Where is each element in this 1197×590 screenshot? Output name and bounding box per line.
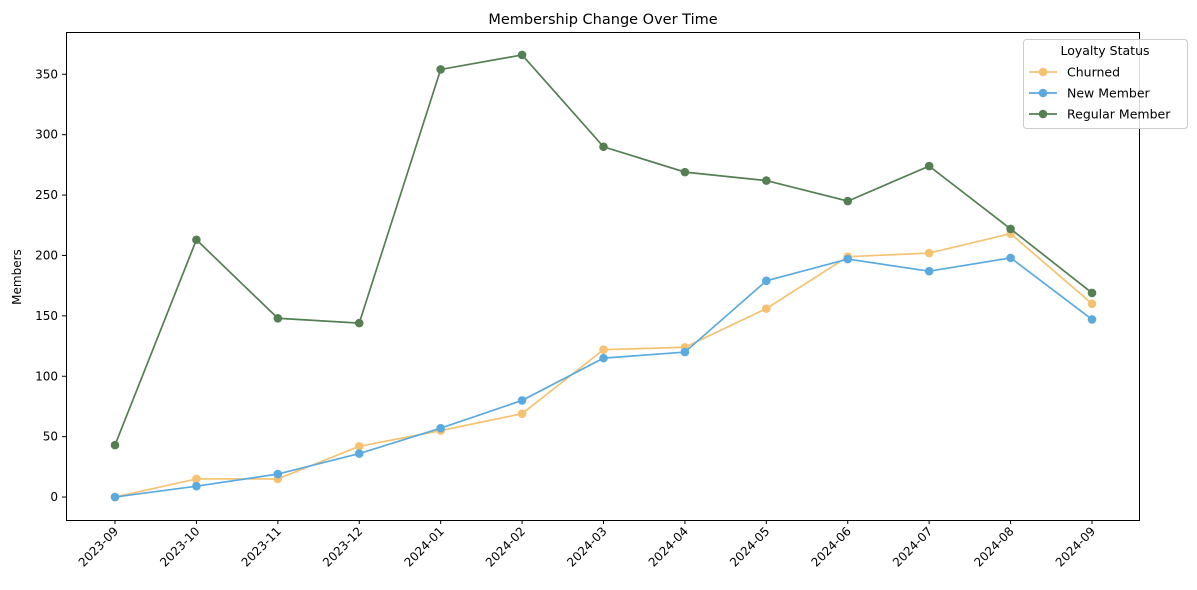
y-tick-label: 250: [35, 188, 58, 202]
data-point: [192, 481, 201, 491]
x-tick-label: 2024-03: [564, 524, 609, 569]
data-point: [517, 396, 527, 405]
x-tick-label: 2024-01: [401, 524, 446, 569]
y-tick-label: 300: [35, 128, 58, 142]
y-tick-label: 200: [35, 248, 58, 262]
y-tick-label: 50: [43, 430, 58, 444]
y-tick-label: 100: [35, 369, 58, 383]
legend-entry-label: New Member: [1067, 86, 1151, 101]
y-axis-label: Members: [10, 249, 24, 305]
data-point: [680, 167, 690, 177]
x-tick-label: 2024-06: [809, 524, 854, 569]
y-tick-label: 0: [50, 490, 58, 504]
x-tick-label: 2023-12: [320, 524, 365, 569]
data-point: [599, 345, 608, 354]
x-tick-label: 2024-05: [727, 524, 772, 569]
data-point: [1087, 288, 1097, 298]
legend-swatch-marker: [1038, 88, 1048, 98]
plot-area: [110, 50, 1097, 502]
legend: Loyalty Status Churned New Member Regular …: [1023, 39, 1188, 129]
data-point: [1006, 224, 1015, 234]
chart-title: Membership Change Over Time: [488, 12, 717, 28]
data-point: [354, 318, 364, 328]
data-point: [762, 304, 771, 313]
y-tick-label: 150: [35, 309, 58, 323]
x-tick-label: 2024-07: [890, 524, 935, 569]
data-point: [599, 142, 608, 152]
data-point: [110, 440, 120, 450]
data-point: [599, 353, 608, 363]
data-point: [762, 176, 771, 185]
x-tick-label: 2023-11: [239, 524, 284, 569]
data-point: [436, 65, 445, 74]
data-point: [924, 248, 934, 258]
data-point: [680, 347, 690, 357]
series-line-new-member: [114, 256, 1093, 498]
y-tick-label: 350: [35, 67, 58, 81]
data-point: [192, 235, 201, 245]
data-point: [517, 409, 527, 419]
data-point: [924, 266, 934, 276]
data-point: [110, 492, 120, 502]
plot-frame: [66, 32, 1140, 521]
data-point: [273, 313, 283, 323]
data-point: [273, 469, 283, 479]
x-tick-label: 2023-09: [76, 524, 121, 569]
legend-swatch-marker: [1038, 109, 1048, 119]
data-point: [762, 276, 771, 286]
data-point: [192, 474, 201, 484]
data-point: [843, 196, 853, 206]
data-point: [924, 161, 934, 171]
data-point: [843, 254, 853, 264]
x-tick-label: 2024-04: [646, 524, 691, 569]
legend-swatch-marker: [1038, 67, 1048, 77]
series-line-churned: [114, 232, 1093, 498]
data-point: [1006, 253, 1015, 263]
data-point: [354, 449, 364, 458]
data-point: [1087, 299, 1097, 309]
x-tick-label: 2023-10: [157, 524, 202, 569]
x-tick-label: 2024-08: [971, 524, 1016, 569]
legend-box: [1023, 39, 1188, 129]
data-point: [517, 50, 527, 60]
legend-title: Loyalty Status: [1060, 43, 1149, 58]
legend-entry-label: Regular Member: [1067, 107, 1171, 122]
legend-entry-label: Churned: [1067, 65, 1120, 80]
data-point: [354, 442, 364, 451]
x-tick-label: 2024-09: [1053, 524, 1098, 569]
data-point: [1087, 315, 1097, 324]
data-point: [436, 423, 445, 433]
x-tick-label: 2024-02: [483, 524, 528, 569]
